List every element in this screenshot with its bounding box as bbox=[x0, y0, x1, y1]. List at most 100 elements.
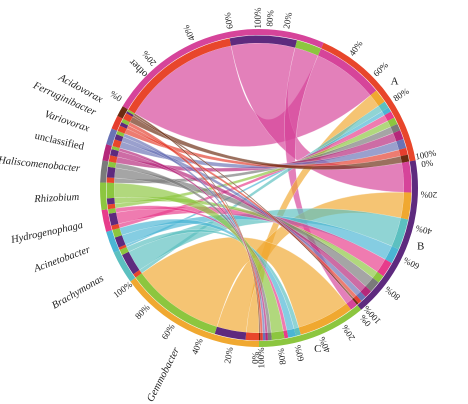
tick-label: 100% bbox=[414, 148, 437, 162]
band-a-variovorax bbox=[396, 138, 407, 150]
band-b-unclassified bbox=[360, 286, 372, 297]
band-a-brachymonas bbox=[378, 101, 389, 112]
chord-links bbox=[113, 42, 405, 334]
tick-label: 40% bbox=[190, 336, 205, 355]
band-c-acidovorax bbox=[259, 332, 261, 341]
genus-label-brachymonas: Brachymonas bbox=[50, 273, 106, 311]
band-a-rhizobium bbox=[387, 117, 398, 128]
tick-label: 60% bbox=[292, 343, 306, 362]
band-acinetobacter-a bbox=[118, 244, 127, 251]
tick-label: 60% bbox=[222, 11, 235, 29]
tick-label: 0% bbox=[108, 88, 124, 103]
band-rhizobium-c bbox=[106, 182, 115, 199]
band-haliscomenobacter-c bbox=[107, 161, 117, 168]
band-a-other bbox=[317, 48, 377, 96]
band-b-hydrogenophaga bbox=[377, 259, 392, 277]
genus-label-hydrogenophaga: Hydrogenophaga bbox=[9, 220, 84, 246]
tick-label: 60% bbox=[401, 255, 421, 271]
band-c-haliscomenobacter bbox=[267, 332, 272, 341]
arc-rhizobium bbox=[100, 182, 108, 211]
band-ferruginibacter-b bbox=[119, 122, 129, 129]
genus-label-haliscomenobacter: Haliscomenobacter bbox=[0, 155, 81, 175]
tick-label: 40% bbox=[181, 23, 197, 43]
band-c-variovorax bbox=[262, 332, 266, 341]
band-haliscomenobacter-a bbox=[106, 177, 115, 183]
arc-hydrogenophaga bbox=[101, 209, 112, 232]
band-ferruginibacter-c bbox=[121, 118, 130, 126]
band-a-acinetobacter bbox=[382, 107, 391, 116]
band-hydrogenophaga-c bbox=[107, 208, 117, 214]
band-acidovorax-c bbox=[127, 109, 135, 116]
band-b-gemmobacter bbox=[400, 192, 412, 220]
segment-arcs bbox=[100, 29, 418, 347]
genus-label-unclassified: unclassified bbox=[34, 131, 86, 153]
sample-label-c: C bbox=[314, 343, 321, 355]
band-b-brachymonas bbox=[391, 218, 409, 250]
band-rhizobium-b bbox=[106, 197, 115, 205]
tick-label: 60% bbox=[160, 322, 177, 342]
arc-brachymonas bbox=[113, 250, 136, 282]
band-a-gemmobacter bbox=[370, 90, 385, 106]
band-acinetobacter-c bbox=[112, 227, 122, 238]
band-brachymonas-c bbox=[119, 246, 129, 256]
band-b-other bbox=[401, 161, 412, 193]
band-hydrogenophaga-a bbox=[111, 223, 120, 231]
tick-label: 0% bbox=[250, 351, 260, 364]
sample-label-b: B bbox=[417, 240, 424, 252]
band-other-c bbox=[295, 40, 322, 56]
band-ferruginibacter-a bbox=[117, 125, 127, 134]
band-variovorax-c bbox=[116, 130, 125, 137]
band-a-unclassified bbox=[393, 130, 404, 142]
band-acidovorax-b bbox=[126, 111, 134, 117]
arc-c bbox=[259, 305, 362, 347]
arc-unclassified bbox=[102, 144, 112, 162]
band-a-hydrogenophaga bbox=[384, 111, 395, 122]
tick-label: 60% bbox=[371, 60, 390, 79]
tick-label: 100% bbox=[253, 7, 263, 29]
band-rhizobium-a bbox=[107, 203, 116, 210]
band-variovorax-a bbox=[112, 139, 122, 149]
band-a-haliscomenobacter bbox=[390, 123, 401, 134]
tick-label: 40% bbox=[414, 223, 433, 237]
sample-label-a: A bbox=[391, 76, 399, 88]
arc-acidovorax bbox=[117, 106, 128, 119]
arc-b bbox=[357, 160, 418, 310]
arc-gemmobacter bbox=[130, 277, 259, 347]
band-c-other bbox=[346, 299, 358, 310]
band-unclassified-b bbox=[110, 149, 119, 157]
tick-label: 80% bbox=[382, 284, 402, 302]
arc-variovorax bbox=[106, 128, 118, 146]
band-gemmobacter-a bbox=[245, 332, 259, 341]
band-b-rhizobium bbox=[372, 271, 384, 283]
band-c-brachymonas bbox=[294, 327, 301, 336]
band-variovorax-b bbox=[114, 134, 124, 142]
band-brachymonas-a bbox=[133, 269, 142, 278]
genus-label-gemmobacter: Gemmobacter bbox=[145, 345, 182, 404]
genus-label-acinetobacter: Acinetobacter bbox=[32, 244, 93, 275]
tick-label: 20% bbox=[281, 11, 294, 29]
band-unclassified-c bbox=[111, 145, 120, 151]
tick-label: 0% bbox=[421, 158, 435, 170]
band-c-acinetobacter bbox=[286, 328, 296, 338]
band-c-unclassified bbox=[265, 332, 268, 341]
tick-label: 80% bbox=[133, 302, 152, 321]
band-acidovorax-a bbox=[123, 113, 133, 123]
band-b-acidovorax bbox=[352, 297, 359, 305]
band-other-a bbox=[128, 38, 232, 114]
band-b-variovorax bbox=[356, 291, 366, 301]
tick-label: 20% bbox=[420, 190, 437, 201]
arc-other bbox=[122, 29, 324, 110]
band-c-gemmobacter bbox=[298, 303, 352, 335]
tick-label: 20% bbox=[222, 346, 235, 364]
tick-label: 20% bbox=[339, 323, 356, 343]
arc-haliscomenobacter bbox=[100, 160, 109, 183]
band-a-ferruginibacter bbox=[398, 147, 408, 157]
band-other-b bbox=[229, 35, 297, 48]
band-gemmobacter-b bbox=[214, 326, 247, 340]
band-unclassified-a bbox=[108, 155, 118, 163]
band-haliscomenobacter-b bbox=[106, 166, 116, 178]
genus-label-rhizobium: Rhizobium bbox=[33, 192, 80, 205]
band-gemmobacter-c bbox=[135, 273, 217, 334]
band-b-acinetobacter bbox=[385, 246, 399, 264]
